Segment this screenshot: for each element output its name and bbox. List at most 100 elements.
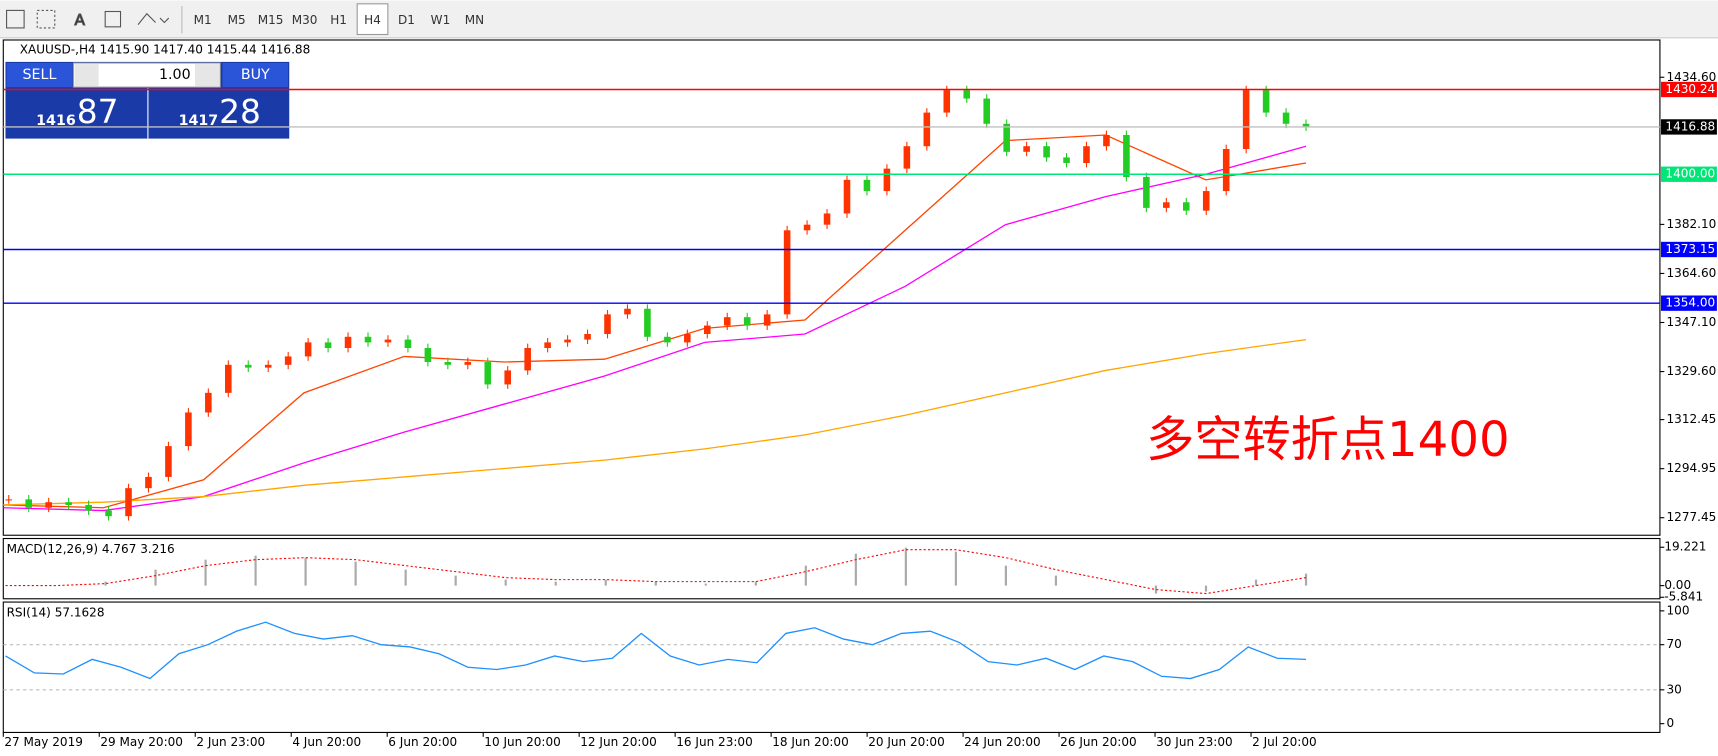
tool-icons: A — [6, 6, 183, 34]
candle — [444, 362, 452, 365]
buy-price-small[interactable]: 28 — [219, 92, 261, 131]
y-tick-label: 1382.10 — [1667, 217, 1717, 231]
sell-button[interactable] — [6, 62, 73, 88]
buy-button[interactable] — [222, 62, 289, 88]
x-tick-label: 2 Jul 20:00 — [1252, 735, 1317, 749]
candle — [604, 314, 611, 334]
price-level-label: 1354.00 — [1665, 296, 1715, 310]
main-plot-frame — [2, 39, 1661, 536]
candle — [504, 370, 512, 385]
candle — [344, 336, 352, 349]
icon[interactable] — [104, 10, 122, 28]
candle — [1202, 191, 1210, 211]
candle — [564, 339, 571, 343]
candle — [943, 90, 951, 113]
rsi-line — [5, 621, 1307, 680]
timeframe-button[interactable]: H1 — [330, 13, 347, 27]
price-level-label: 1400.00 — [1665, 167, 1715, 181]
candle — [1143, 177, 1150, 208]
price-level-label: 1416.88 — [1665, 119, 1715, 133]
trade-panel: SELL 1.00 BUY 1416 87 1417 28 — [5, 61, 290, 139]
rsi-tick-label: 70 — [1667, 637, 1682, 651]
candle — [624, 308, 631, 315]
toolbar — [0, 0, 1718, 38]
chart-header: XAUUSD-,H4 1415.90 1417.40 1415.44 1416.… — [20, 42, 311, 56]
timeframe-button[interactable]: M15 — [258, 13, 284, 27]
x-tick-label: 27 May 2019 — [4, 735, 83, 749]
candle — [863, 179, 871, 192]
candle — [484, 362, 492, 385]
y-tick-label: 1364.60 — [1667, 266, 1717, 280]
candle — [1282, 112, 1290, 124]
icon[interactable] — [36, 9, 56, 29]
sell-label: SELL — [22, 67, 56, 83]
candle — [5, 499, 13, 501]
timeframe-button[interactable]: H4 — [364, 13, 381, 27]
timeframe-button[interactable]: W1 — [431, 13, 451, 27]
candle — [644, 308, 651, 337]
x-tick-label: 12 Jun 20:00 — [580, 735, 657, 749]
annotation: 多空转折点1400 — [1146, 412, 1510, 468]
y-tick-label: 1434.60 — [1667, 70, 1717, 84]
icon[interactable] — [137, 12, 170, 25]
active-timeframe — [356, 3, 389, 36]
macd-tick-label: 0.00 — [1664, 578, 1691, 592]
icon[interactable] — [6, 9, 25, 29]
candle — [145, 476, 152, 489]
rsi-tick-label: 0 — [1667, 716, 1675, 730]
price-level-tag — [1661, 81, 1717, 98]
rsi-frame — [2, 601, 1661, 733]
candle — [903, 146, 911, 169]
candle — [664, 336, 671, 343]
price-level-label: 1430.24 — [1665, 82, 1715, 96]
candle — [743, 317, 751, 326]
candle — [1302, 123, 1310, 127]
price-level-tag — [1661, 241, 1717, 258]
candle — [105, 510, 112, 517]
text-tool[interactable]: A — [74, 10, 86, 29]
moving-average — [3, 338, 1307, 506]
x-tick-label: 4 Jun 20:00 — [292, 735, 361, 749]
price-level-tag — [1661, 295, 1717, 311]
timeframe-button[interactable]: M1 — [194, 13, 212, 27]
candle — [264, 364, 272, 368]
buy-label: BUY — [241, 67, 270, 83]
candle — [1222, 149, 1230, 192]
candle — [763, 314, 771, 326]
candle — [524, 348, 531, 371]
moving-average — [3, 145, 1307, 512]
timeframe-button[interactable]: D1 — [398, 13, 415, 27]
candle — [723, 317, 731, 326]
sell-price-small[interactable]: 87 — [77, 92, 119, 131]
timeframe-button[interactable]: MN — [465, 13, 484, 27]
sell-price-big: 1416 — [36, 113, 76, 129]
candle — [1103, 134, 1110, 147]
macd-signal — [5, 549, 1307, 595]
lot-up[interactable] — [195, 64, 220, 87]
macd-tick-label: -5.841 — [1664, 590, 1703, 604]
price-level-tag — [1661, 166, 1717, 182]
y-tick-label: 1347.10 — [1667, 315, 1717, 329]
candle — [1063, 157, 1070, 164]
macd-label: MACD(12,26,9) 4.767 3.216 — [7, 542, 175, 556]
candle — [803, 224, 811, 231]
candle — [185, 412, 192, 447]
timeframe-button[interactable]: M30 — [292, 13, 318, 27]
candle — [205, 392, 212, 413]
candle — [304, 342, 312, 357]
x-tick-label: 20 Jun 20:00 — [868, 735, 945, 749]
x-tick-label: 24 Jun 20:00 — [964, 735, 1041, 749]
lot-down[interactable] — [74, 64, 99, 87]
candle — [1262, 90, 1270, 113]
candle — [963, 90, 971, 99]
candle — [783, 230, 791, 315]
timeframe-button[interactable]: M5 — [228, 13, 246, 27]
candle — [1083, 146, 1090, 164]
candle — [823, 213, 831, 225]
y-tick-label: 1329.60 — [1667, 364, 1717, 378]
candle — [165, 446, 172, 477]
candle — [1123, 134, 1130, 178]
rsi-tick-label: 100 — [1667, 603, 1690, 617]
candle — [225, 364, 232, 393]
